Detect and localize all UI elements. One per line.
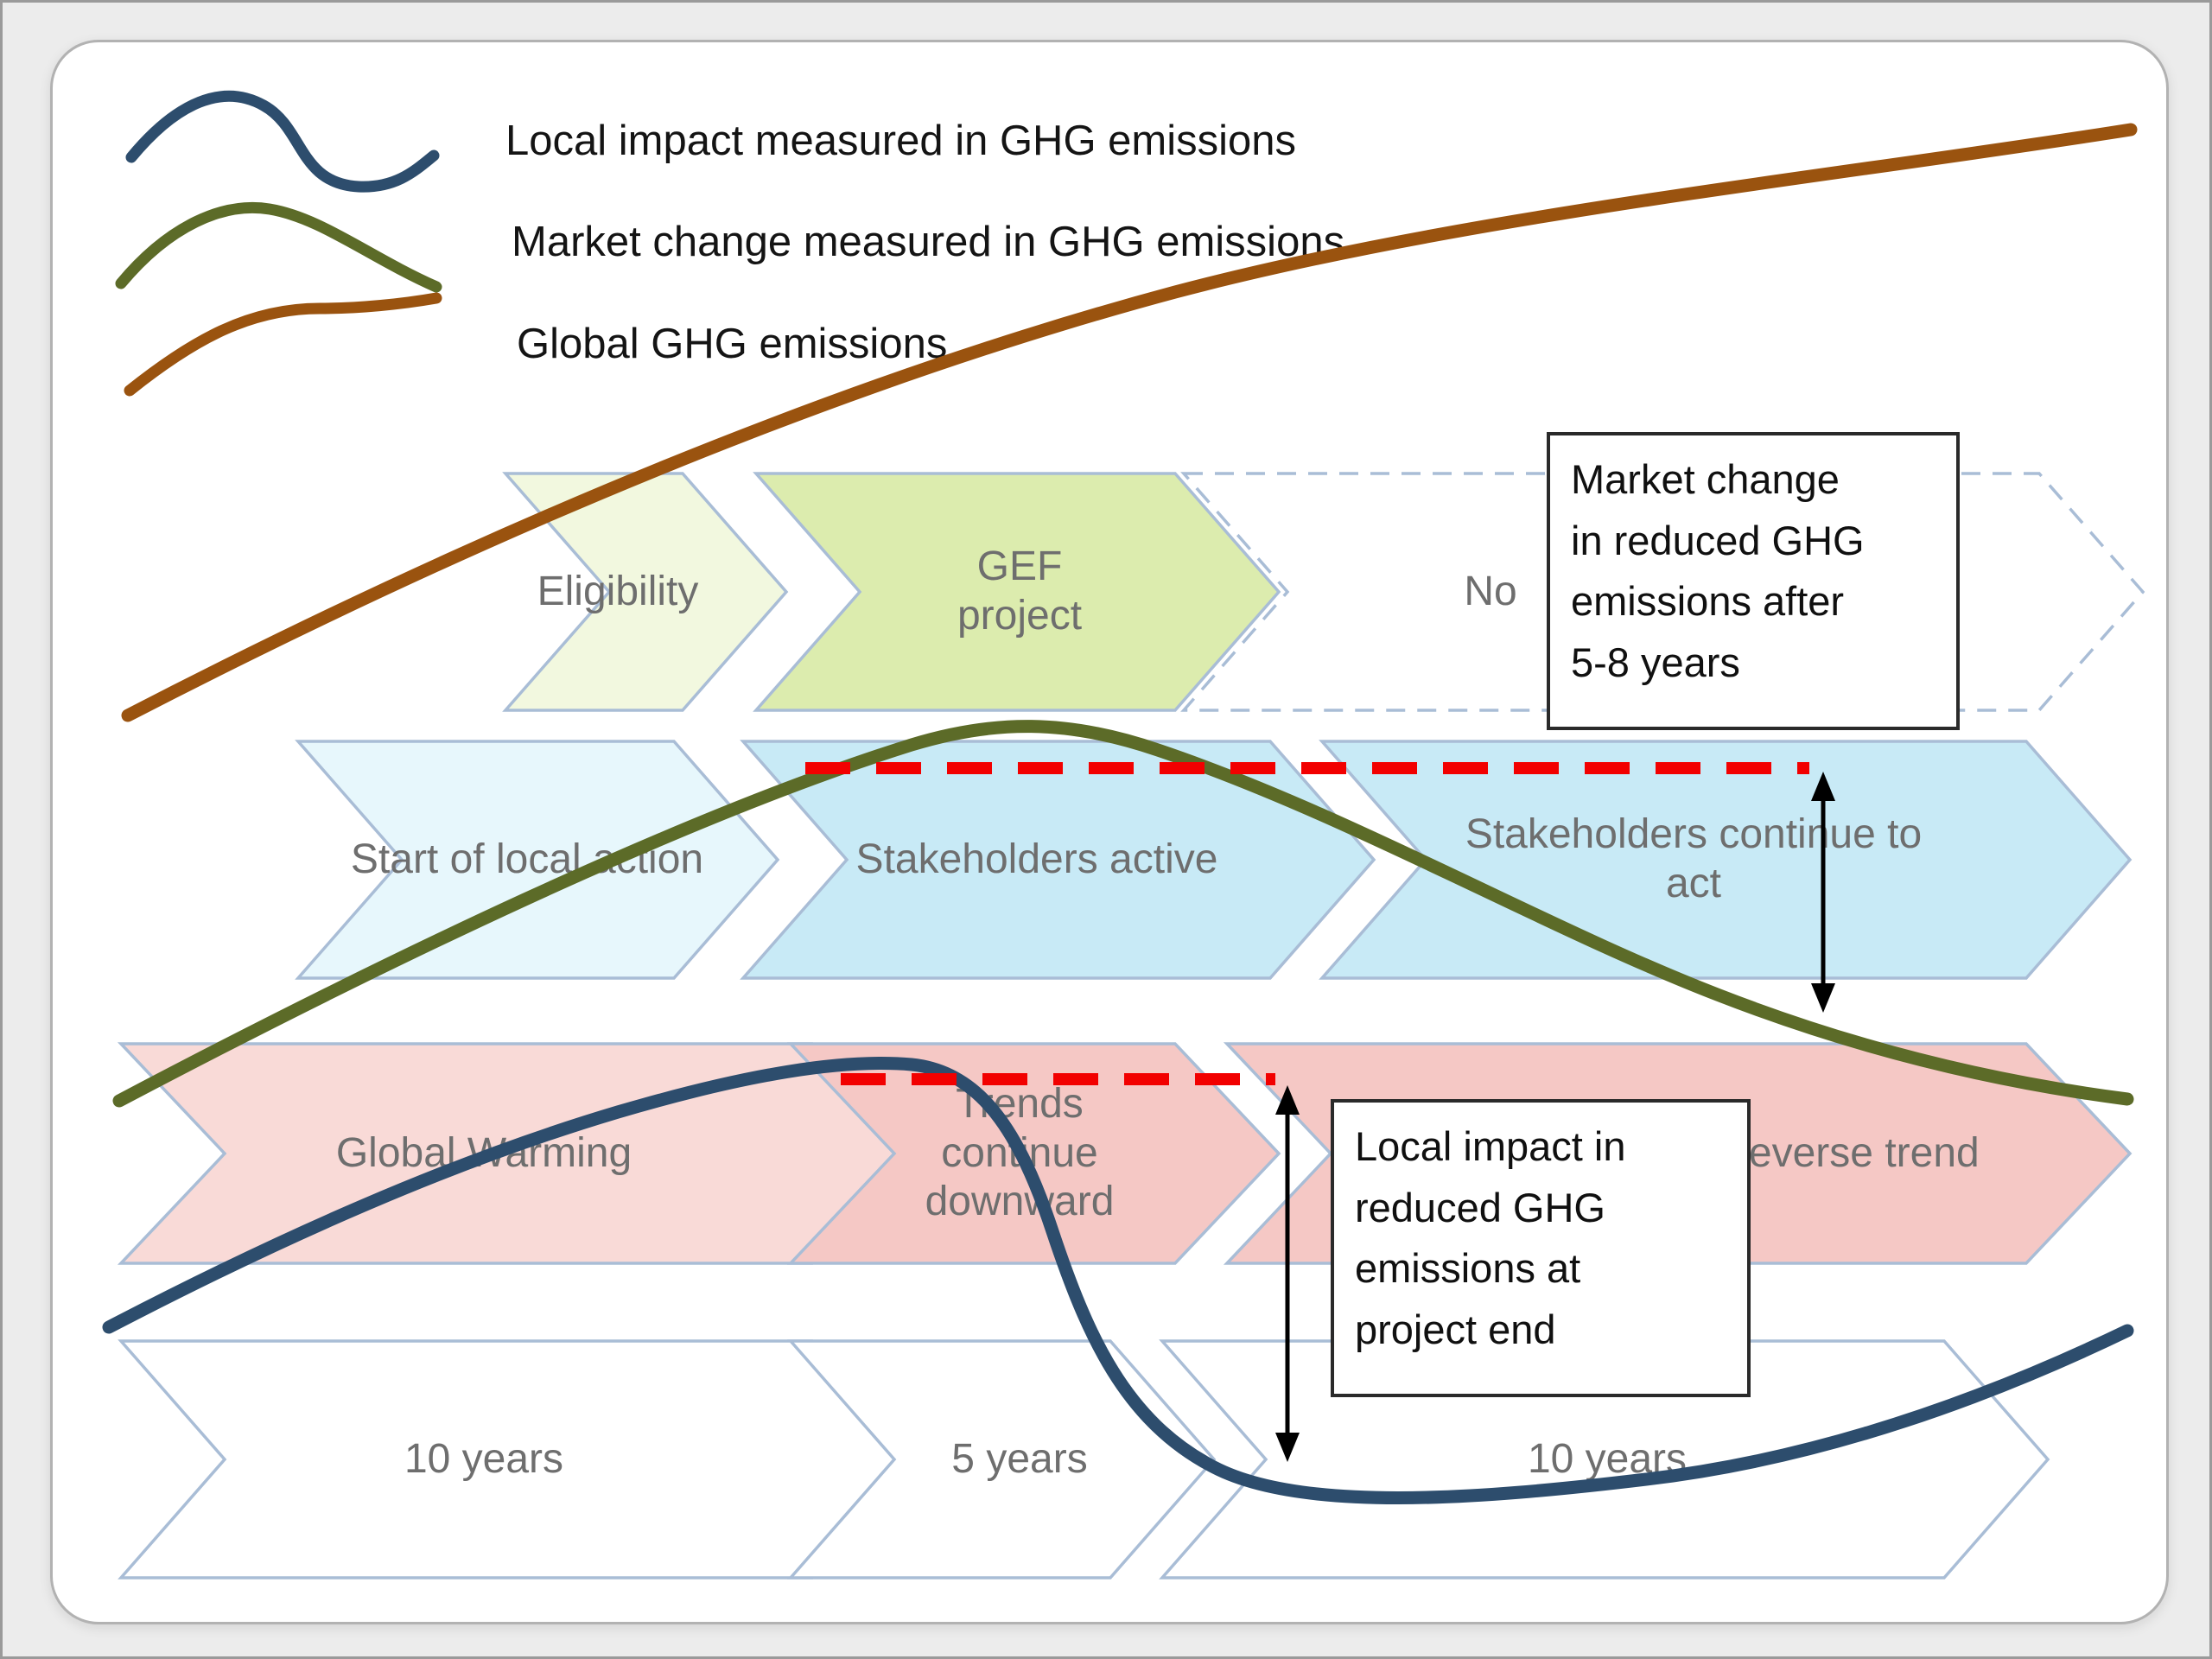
market-change-difference-arrow	[1811, 772, 1835, 1013]
legend-global-ghg-curve-icon	[124, 292, 442, 397]
eligibility-label: Eligibility	[537, 568, 699, 614]
no-gef-label: No	[1464, 568, 1517, 614]
local-impact-difference-arrow	[1275, 1085, 1300, 1462]
local-impact-curve	[102, 1057, 2134, 1504]
legend-global-ghg-label: Global GHG emissions	[517, 321, 948, 367]
chevron-shape-eligibility	[502, 472, 789, 712]
legend-local-impact-label: Local impact measured in GHG emissions	[505, 118, 1297, 164]
global-ghg-curve	[121, 123, 2138, 722]
legend-market-change-curve-icon	[115, 201, 442, 293]
stakeholders-continue-label: Stakeholders continue to act	[1465, 811, 1923, 906]
stakeholders-active-label: Stakeholders active	[855, 836, 1218, 882]
chevron-shape-10-years-2	[1159, 1339, 2050, 1580]
callout-market-change: Market change in reduced GHG emissions a…	[1547, 432, 1960, 730]
chevron-shape-stakeholders-active	[740, 740, 1376, 980]
legend-market-change-label: Market change measured in GHG emissions	[512, 219, 1345, 265]
callout-local-impact: Local impact in reduced GHG emissions at…	[1331, 1099, 1751, 1397]
chevron-shape-start-local-action	[295, 740, 780, 980]
chevron-shape-5-years	[787, 1339, 1217, 1580]
chevron-shape-gef-project	[753, 472, 1281, 712]
chevron-shape-trends-downward	[786, 1042, 1281, 1265]
legend-local-impact-curve-icon	[125, 90, 440, 193]
start-local-action-label: Start of local action	[350, 836, 704, 882]
ten-years-1-label: 10 years	[404, 1435, 564, 1482]
market-change-curve	[112, 720, 2134, 1108]
five-years-label: 5 years	[951, 1435, 1088, 1482]
gef-project-label: GEF project	[957, 543, 1083, 639]
